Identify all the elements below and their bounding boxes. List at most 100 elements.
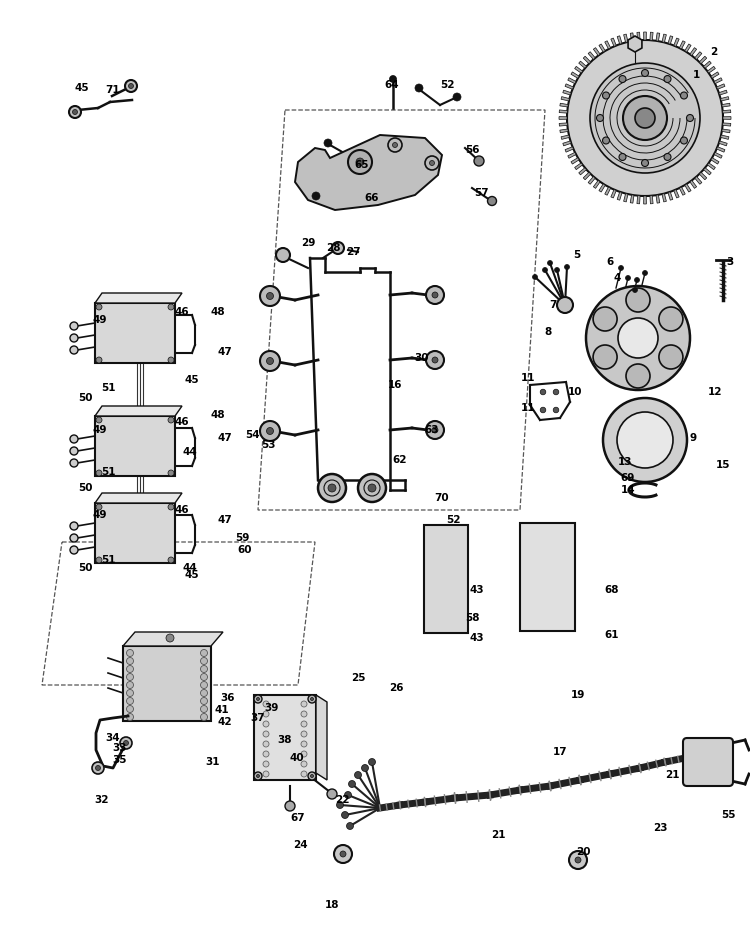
Circle shape [256, 775, 259, 777]
Circle shape [168, 417, 174, 423]
Circle shape [586, 286, 690, 390]
Polygon shape [604, 187, 610, 195]
Circle shape [430, 161, 434, 165]
Circle shape [488, 196, 496, 206]
Circle shape [567, 40, 723, 196]
Text: 54: 54 [244, 430, 260, 440]
Circle shape [349, 780, 355, 788]
Polygon shape [718, 90, 728, 95]
Polygon shape [593, 180, 600, 189]
Polygon shape [704, 168, 711, 175]
Polygon shape [574, 67, 583, 73]
Text: 14: 14 [621, 485, 635, 495]
Circle shape [425, 156, 439, 170]
Text: 3: 3 [726, 257, 734, 267]
Circle shape [301, 711, 307, 717]
Text: 63: 63 [424, 425, 439, 435]
Text: 51: 51 [100, 383, 116, 393]
Text: 15: 15 [716, 460, 730, 470]
Polygon shape [571, 158, 579, 164]
Circle shape [96, 304, 102, 310]
Polygon shape [694, 177, 702, 184]
Circle shape [70, 534, 78, 542]
Polygon shape [699, 172, 706, 179]
Circle shape [168, 504, 174, 510]
FancyBboxPatch shape [254, 695, 316, 780]
Polygon shape [674, 38, 680, 46]
Polygon shape [560, 129, 568, 132]
Polygon shape [560, 123, 567, 126]
Text: 68: 68 [604, 585, 619, 595]
Circle shape [332, 242, 344, 254]
Circle shape [70, 334, 78, 342]
Text: 11: 11 [520, 373, 536, 383]
Polygon shape [650, 195, 653, 204]
Polygon shape [568, 152, 576, 159]
Text: 50: 50 [78, 483, 92, 493]
Polygon shape [584, 172, 591, 179]
Text: 32: 32 [94, 795, 110, 805]
Polygon shape [560, 110, 567, 113]
Polygon shape [565, 146, 574, 152]
Circle shape [200, 705, 208, 713]
Circle shape [310, 698, 314, 700]
Circle shape [301, 721, 307, 727]
Circle shape [301, 761, 307, 767]
Text: 60: 60 [238, 545, 252, 555]
FancyBboxPatch shape [95, 416, 175, 476]
Text: 24: 24 [292, 840, 308, 850]
Circle shape [254, 772, 262, 780]
Polygon shape [716, 84, 725, 89]
Circle shape [120, 737, 132, 749]
Circle shape [127, 705, 134, 713]
Circle shape [263, 711, 269, 717]
Circle shape [664, 75, 671, 83]
Text: 52: 52 [446, 515, 460, 525]
Circle shape [263, 761, 269, 767]
Circle shape [712, 766, 718, 774]
Circle shape [96, 417, 102, 423]
Circle shape [70, 346, 78, 354]
Circle shape [285, 801, 295, 811]
Polygon shape [707, 67, 716, 73]
Text: 48: 48 [211, 410, 225, 420]
FancyBboxPatch shape [520, 523, 575, 631]
Circle shape [127, 714, 134, 720]
Text: 1: 1 [692, 70, 700, 80]
Circle shape [260, 351, 280, 371]
Circle shape [256, 698, 259, 700]
Circle shape [260, 421, 280, 441]
Circle shape [301, 741, 307, 747]
Circle shape [166, 634, 174, 642]
Text: 50: 50 [78, 393, 92, 403]
Circle shape [593, 307, 617, 331]
Circle shape [680, 137, 688, 144]
Polygon shape [571, 72, 579, 78]
Polygon shape [561, 97, 569, 101]
Circle shape [603, 398, 687, 482]
Text: 31: 31 [206, 757, 220, 767]
Polygon shape [560, 103, 568, 107]
FancyBboxPatch shape [95, 503, 175, 563]
Circle shape [318, 474, 346, 502]
Polygon shape [593, 48, 600, 55]
Text: 10: 10 [568, 387, 582, 397]
Circle shape [540, 408, 546, 413]
Polygon shape [637, 32, 640, 40]
Text: 29: 29 [301, 238, 315, 248]
Text: 33: 33 [112, 743, 128, 753]
Circle shape [263, 701, 269, 707]
Polygon shape [680, 187, 686, 195]
Polygon shape [723, 123, 730, 126]
Circle shape [200, 698, 208, 704]
Polygon shape [699, 56, 706, 64]
Text: 58: 58 [465, 613, 479, 623]
Circle shape [324, 139, 332, 147]
Circle shape [312, 192, 320, 200]
Text: 30: 30 [415, 353, 429, 363]
Text: 34: 34 [106, 733, 120, 743]
Text: 44: 44 [183, 563, 197, 573]
Polygon shape [723, 110, 730, 113]
Circle shape [542, 268, 548, 272]
Circle shape [569, 851, 587, 869]
